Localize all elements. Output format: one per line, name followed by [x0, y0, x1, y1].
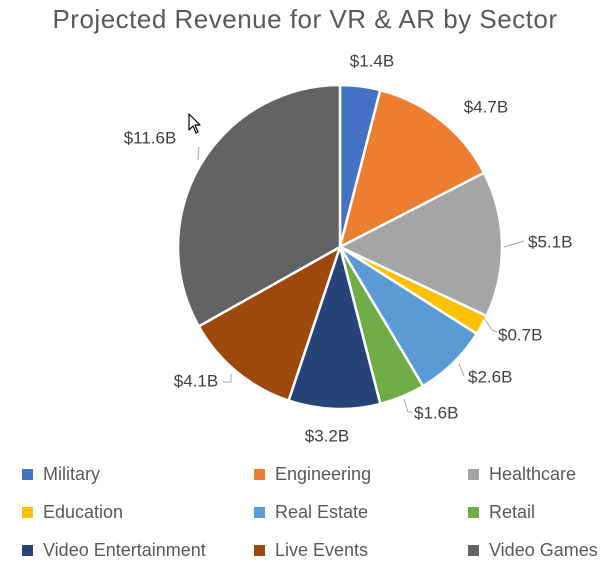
leader-line	[458, 363, 465, 377]
pie-slice-engineering	[338, 88, 486, 249]
pie-slice-healthcare	[338, 171, 504, 318]
pie-slice-video-entertainment	[287, 245, 382, 411]
legend-label: Video Entertainment	[43, 539, 206, 560]
legend-swatch	[22, 544, 33, 556]
leader-line	[403, 398, 412, 413]
data-label-live-events: $4.1B	[174, 371, 218, 390]
legend-label: Healthcare	[489, 463, 577, 484]
data-label-healthcare: $5.1B	[528, 232, 572, 251]
legend-item-education: Education	[22, 500, 254, 524]
data-label-engineering: $4.7B	[464, 97, 508, 116]
legend-label: Education	[43, 501, 124, 522]
data-label-video-entertainment: $3.2B	[305, 426, 349, 445]
leader-line	[483, 317, 498, 333]
legend-swatch	[22, 468, 33, 480]
legend-label: Real Estate	[275, 501, 369, 522]
legend-label: Military	[43, 463, 100, 484]
data-label-education: $0.7B	[498, 325, 542, 344]
legend-item-retail: Retail	[468, 500, 610, 524]
legend-swatch	[254, 506, 265, 518]
legend-swatch	[22, 506, 33, 518]
data-label-military: $1.4B	[350, 51, 394, 70]
leader-line	[223, 374, 232, 383]
pie-slice-live-events	[197, 245, 342, 402]
data-label-video-games: $11.6B	[124, 128, 177, 147]
legend-item-video-games: Video Games	[468, 538, 610, 562]
data-label-real-estate: $2.6B	[468, 367, 512, 386]
chart-legend: Military Engineering Healthcare Education Re…	[22, 462, 610, 562]
legend-label: Video Games	[489, 539, 598, 560]
legend-item-engineering: Engineering	[254, 462, 468, 486]
legend-swatch	[468, 544, 479, 556]
legend-label: Engineering	[275, 463, 372, 484]
mouse-pointer-icon	[188, 113, 201, 134]
pie-chart: $1.4B $4.7B $5.1B $0.7B $2.6B $1.6B $3.2B $4.1B…	[124, 51, 573, 445]
legend-swatch	[468, 468, 479, 480]
legend-item-real-estate: Real Estate	[254, 500, 468, 524]
legend-label: Retail	[489, 501, 536, 522]
legend-swatch	[468, 506, 479, 518]
legend-item-live-events: Live Events	[254, 538, 468, 562]
legend-label: Live Events	[275, 539, 369, 560]
legend-item-video-entertainment: Video Entertainment	[22, 538, 254, 562]
data-label-retail: $1.6B	[414, 403, 458, 422]
leader-line	[197, 146, 200, 161]
chart-title: Projected Revenue for VR & AR by Sector	[52, 4, 558, 34]
legend-swatch	[254, 544, 265, 556]
legend-swatch	[254, 468, 265, 480]
legend-item-military: Military	[22, 462, 254, 486]
pie-slice-video-games	[176, 83, 342, 328]
leader-line	[503, 240, 525, 248]
legend-item-healthcare: Healthcare	[468, 462, 610, 486]
